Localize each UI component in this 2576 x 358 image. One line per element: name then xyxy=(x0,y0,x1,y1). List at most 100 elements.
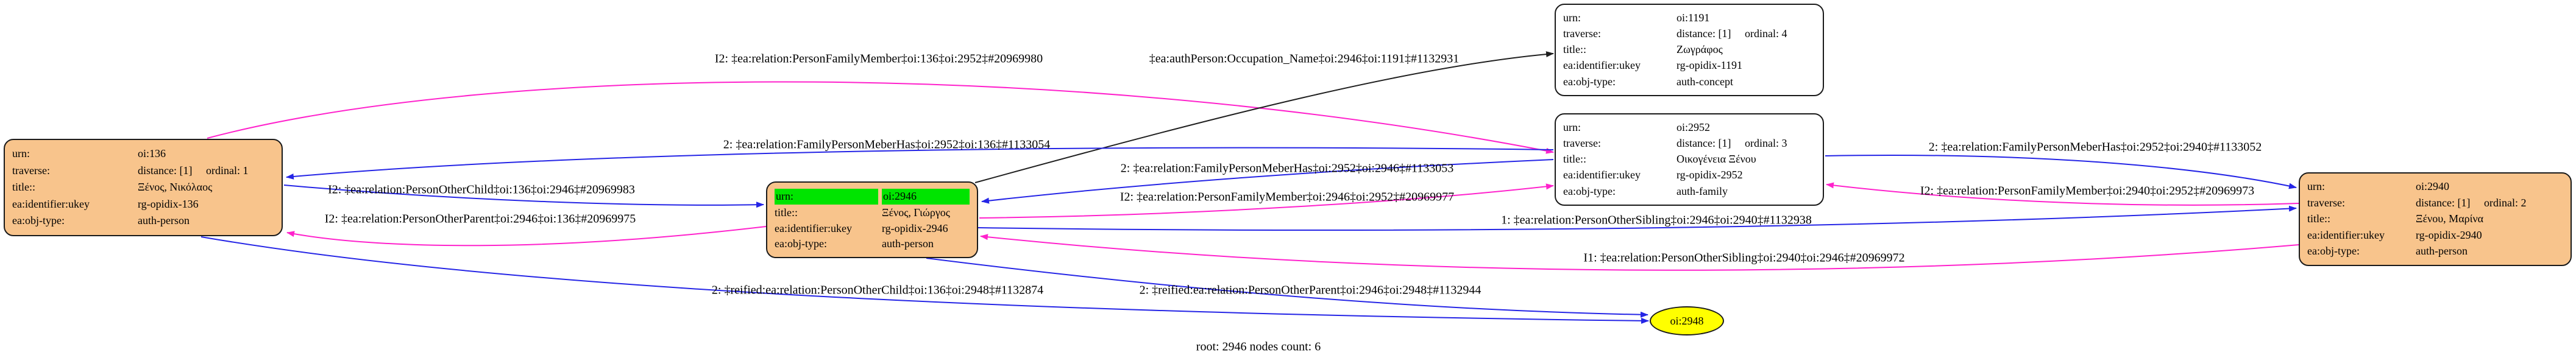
node-oi-2940: urn: oi:2940 traverse: distance: [1] ord… xyxy=(2299,172,2572,266)
edge-label-other-sibling-2946-2940: 1: ‡ea:relation:PersonOtherSibling‡oi:29… xyxy=(1501,213,1812,227)
node-value: auth-person xyxy=(138,214,190,227)
edge-label-family-has-2952-136: 2: ‡ea:relation:FamilyPersonMeberHas‡oi:… xyxy=(723,138,1051,152)
node-value: rg-opidix-2946 xyxy=(882,222,948,234)
node-row: ea:identifier:ukey rg-opidix-2952 xyxy=(1556,169,1823,182)
node-row: title:: Ξένος, Γιώργος xyxy=(767,206,977,220)
node-value: oi:2946 xyxy=(882,188,970,205)
edge-label-family-member-2940-2952: I2: ‡ea:relation:PersonFamilyMember‡oi:2… xyxy=(1920,184,2255,198)
node-key: ea:obj-type: xyxy=(1563,184,1616,197)
node-key: urn: xyxy=(775,188,878,205)
edge-label-other-parent-2946-136: I2: ‡ea:relation:PersonOtherParent‡oi:29… xyxy=(324,212,636,226)
node-value: Ξένος, Γιώργος xyxy=(882,206,950,219)
node-key: ea:identifier:ukey xyxy=(2307,228,2385,241)
node-row: ea:obj-type: auth-person xyxy=(767,237,977,251)
node-value: auth-person xyxy=(882,237,934,250)
node-row: traverse: distance: [1] ordinal: 4 xyxy=(1556,27,1823,41)
node-key: title:: xyxy=(775,206,798,219)
edge-label-family-has-2952-2940: 2: ‡ea:relation:FamilyPersonMeberHas‡oi:… xyxy=(1928,140,2262,154)
node-value: Ζωγράφος xyxy=(1677,43,1723,56)
node-key: traverse: xyxy=(12,164,50,177)
node-row: title:: Ζωγράφος xyxy=(1556,43,1823,57)
edge-family-member-136-2952 xyxy=(207,81,1554,154)
node-key: traverse: xyxy=(2307,196,2345,209)
edge-family-member-2940-2952 xyxy=(1826,182,2299,206)
node-value: rg-opidix-2952 xyxy=(1677,169,1743,181)
node-row: ea:identifier:ukey rg-opidix-136 xyxy=(5,198,282,211)
node-key: urn: xyxy=(1563,121,1581,133)
edge-label-family-member-2946-2952: I2: ‡ea:relation:PersonFamilyMember‡oi:2… xyxy=(1119,190,1455,204)
node-row-highlighted: urn: oi:2946 xyxy=(767,188,977,205)
node-key: ea:identifier:ukey xyxy=(12,197,90,210)
node-oi-2946: urn: oi:2946 title:: Ξένος, Γιώργος ea:i… xyxy=(766,181,978,258)
node-key: ea:obj-type: xyxy=(1563,75,1616,88)
edge-label-occupation-2946-1191: ‡ea:authPerson:Occupation_Name‡oi:2946‡o… xyxy=(1149,52,1460,66)
node-key: traverse: xyxy=(1563,136,1601,149)
node-key: urn: xyxy=(2307,180,2325,192)
node-row: urn: oi:2940 xyxy=(2300,180,2571,194)
node-key: traverse: xyxy=(1563,27,1601,40)
node-value: auth-family xyxy=(1677,184,1728,197)
node-oi-136: urn: oi:136 traverse: distance: [1] ordi… xyxy=(4,139,283,236)
node-row: title:: Ξένος, Νικόλαος xyxy=(5,181,282,194)
edge-reified-other-parent-2946-2948 xyxy=(926,258,1648,318)
edge-label-reified-other-parent-2946-2948: 2: ‡reified:ea:relation:PersonOtherParen… xyxy=(1139,283,1481,297)
node-oi-2948-label: oi:2948 xyxy=(1670,314,1704,327)
node-value: oi:2940 xyxy=(2416,180,2450,192)
node-row: title:: Οικογένεια Ξένου xyxy=(1556,153,1823,166)
node-value: rg-opidix-136 xyxy=(138,197,199,210)
node-oi-2952: urn: oi:2952 traverse: distance: [1] ord… xyxy=(1555,113,1824,206)
node-key: ea:obj-type: xyxy=(12,214,65,227)
node-row: traverse: distance: [1] ordinal: 1 xyxy=(5,164,282,178)
node-key: title:: xyxy=(12,181,35,194)
node-value: Ξένου, Μαρίνα xyxy=(2416,212,2484,225)
node-key: ea:obj-type: xyxy=(775,237,827,250)
node-value: Οικογένεια Ξένου xyxy=(1677,153,1756,166)
node-row: traverse: distance: [1] ordinal: 3 xyxy=(1556,137,1823,150)
edge-family-has-2952-2940 xyxy=(1825,155,2297,189)
edge-family-member-2946-2952 xyxy=(979,183,1554,219)
node-row: ea:identifier:ukey rg-opidix-2946 xyxy=(767,222,977,236)
node-key: ea:identifier:ukey xyxy=(775,222,852,234)
node-key: title:: xyxy=(1563,153,1586,166)
node-key: ea:identifier:ukey xyxy=(1563,169,1641,181)
node-row: ea:identifier:ukey rg-opidix-1191 xyxy=(1556,59,1823,72)
edge-label-family-member-136-2952: I2: ‡ea:relation:PersonFamilyMember‡oi:1… xyxy=(714,52,1043,66)
node-value: distance: [1] ordinal: 2 xyxy=(2416,196,2527,209)
node-key: urn: xyxy=(1563,11,1581,24)
node-key: title:: xyxy=(2307,212,2330,225)
edge-other-child-136-2946 xyxy=(283,184,764,208)
node-row: ea:identifier:ukey rg-opidix-2940 xyxy=(2300,229,2571,242)
edge-family-has-2952-136 xyxy=(286,147,1554,180)
node-value: distance: [1] ordinal: 1 xyxy=(138,164,249,177)
node-oi-2948-ellipse: oi:2948 xyxy=(1650,306,1724,335)
edge-label-family-has-2952-2946: 2: ‡ea:relation:FamilyPersonMeberHas‡oi:… xyxy=(1120,161,1454,175)
node-value: auth-person xyxy=(2416,245,2468,258)
node-key: urn: xyxy=(12,147,30,160)
node-value: Ξένος, Νικόλαος xyxy=(138,181,213,194)
node-row: urn: oi:1191 xyxy=(1556,12,1823,25)
node-row: urn: oi:136 xyxy=(5,147,282,161)
node-value: rg-opidix-1191 xyxy=(1677,59,1742,72)
node-value: oi:1191 xyxy=(1677,11,1710,24)
node-value: oi:136 xyxy=(138,147,166,160)
edge-family-has-2952-2946 xyxy=(981,159,1554,204)
node-key: ea:obj-type: xyxy=(2307,245,2360,258)
node-value: auth-concept xyxy=(1677,75,1733,88)
edge-occupation-2946-1191 xyxy=(974,51,1554,183)
edge-label-other-child-136-2946: I2: ‡ea:relation:PersonOtherChild‡oi:136… xyxy=(328,183,635,197)
graph-caption: root: 2946 nodes count: 6 xyxy=(1196,340,1321,354)
edge-label-other-sibling-2940-2946: I1: ‡ea:relation:PersonOtherSibling‡oi:2… xyxy=(1583,251,1905,265)
edge-label-reified-other-child-136-2948: 2: ‡reified:ea:relation:PersonOtherChild… xyxy=(711,283,1044,297)
node-row: ea:obj-type: auth-person xyxy=(5,214,282,228)
node-row: title:: Ξένου, Μαρίνα xyxy=(2300,212,2571,226)
edge-other-parent-2946-136 xyxy=(286,226,767,247)
node-value: distance: [1] ordinal: 4 xyxy=(1677,27,1787,40)
node-row: ea:obj-type: auth-concept xyxy=(1556,75,1823,89)
node-row: ea:obj-type: auth-person xyxy=(2300,245,2571,258)
node-value: oi:2952 xyxy=(1677,121,1711,133)
edge-reified-other-child-136-2948 xyxy=(200,236,1649,324)
node-row: ea:obj-type: auth-family xyxy=(1556,185,1823,198)
node-key: title:: xyxy=(1563,43,1586,56)
